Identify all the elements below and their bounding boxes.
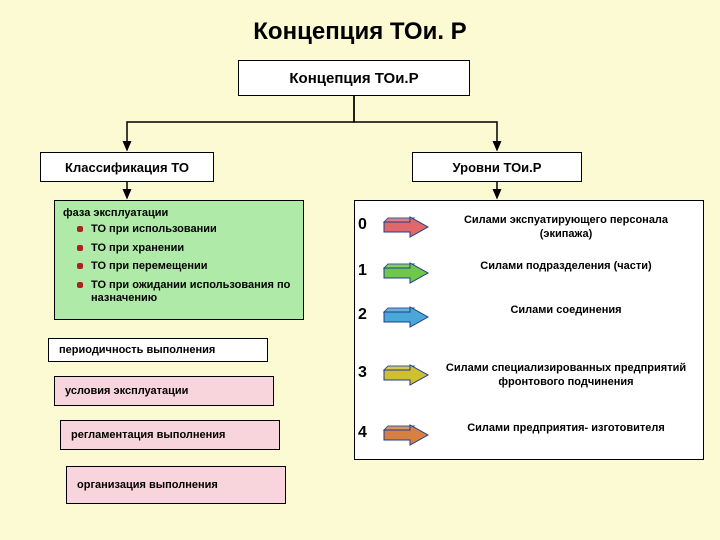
level-label: Силами предприятия- изготовителя [438, 422, 694, 436]
top-concept-box: Концепция ТОи.Р [238, 60, 470, 96]
phase-item-label: ТО при хранении [91, 242, 184, 254]
phase-box: фаза эксплуатации ТО при использовании ТО… [54, 200, 304, 320]
level-number: 0 [358, 216, 367, 234]
level-arrow-icon [382, 304, 432, 330]
phase-item: ТО при использовании [63, 223, 295, 236]
left-heading-box: Классификация ТО [40, 152, 214, 182]
stack-box-3: организация выполнения [66, 466, 286, 504]
right-heading-label: Уровни ТОи.Р [453, 160, 542, 175]
stack-label-3: организация выполнения [77, 479, 218, 491]
right-heading-box: Уровни ТОи.Р [412, 152, 582, 182]
left-heading-label: Классификация ТО [65, 160, 189, 175]
level-arrow-icon [382, 362, 432, 388]
bullet-icon [77, 282, 83, 288]
phase-item: ТО при ожидании использования по назначе… [63, 279, 295, 304]
phase-item-label: ТО при ожидании использования по назначе… [91, 279, 290, 304]
stack-box-0: периодичность выполнения [48, 338, 268, 362]
level-number: 3 [358, 364, 367, 382]
phase-item-label: ТО при использовании [91, 223, 217, 235]
phase-item-label: ТО при перемещении [91, 260, 208, 272]
level-label: Силами экспуатирующего персонала (экипаж… [438, 214, 694, 242]
bullet-icon [77, 263, 83, 269]
level-arrow-icon [382, 260, 432, 286]
bullet-icon [77, 226, 83, 232]
stack-label-0: периодичность выполнения [59, 344, 215, 356]
level-number: 4 [358, 424, 367, 442]
stack-box-2: регламентация выполнения [60, 420, 280, 450]
bullet-icon [77, 245, 83, 251]
level-number: 2 [358, 306, 367, 324]
level-number: 1 [358, 262, 367, 280]
phase-item: ТО при хранении [63, 242, 295, 255]
level-arrow-icon [382, 214, 432, 240]
level-label: Силами подразделения (части) [438, 260, 694, 274]
stack-label-1: условия эксплуатации [65, 385, 188, 397]
page-title: Концепция ТОи. Р [0, 18, 720, 46]
stack-box-1: условия эксплуатации [54, 376, 274, 406]
level-label: Силами специализированных предприятий фр… [438, 362, 694, 390]
phase-item: ТО при перемещении [63, 260, 295, 273]
level-label: Силами соединения [438, 304, 694, 318]
phase-title: фаза эксплуатации [63, 207, 295, 219]
stack-label-2: регламентация выполнения [71, 429, 225, 441]
top-concept-label: Концепция ТОи.Р [289, 70, 418, 87]
level-arrow-icon [382, 422, 432, 448]
